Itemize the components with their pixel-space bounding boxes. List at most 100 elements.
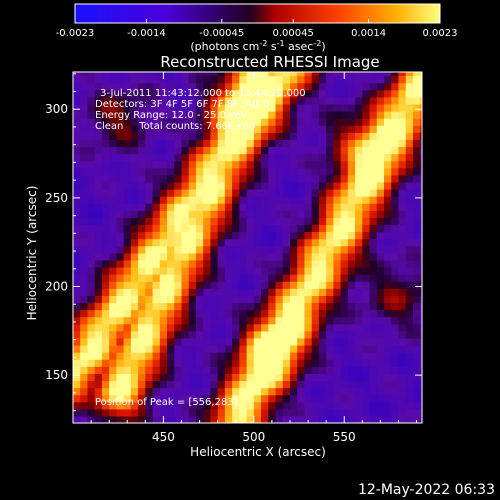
heatmap-cell <box>123 167 132 176</box>
heatmap-cell <box>188 96 197 105</box>
heatmap-cell <box>275 281 284 289</box>
heatmap-cell <box>152 345 161 353</box>
heatmap-cell <box>188 302 197 311</box>
heatmap-cell <box>412 323 421 332</box>
heatmap-cell <box>101 380 110 389</box>
heatmap-cell <box>333 259 342 268</box>
heatmap-cell <box>232 103 240 112</box>
heatmap-cell <box>311 75 320 84</box>
heatmap-cell <box>152 238 161 247</box>
heatmap-cell <box>420 146 422 155</box>
heatmap-cell <box>80 82 89 91</box>
heatmap-cell <box>398 408 407 417</box>
heatmap-cell <box>145 267 154 275</box>
heatmap-cell <box>340 281 349 289</box>
heatmap-cell <box>73 259 81 268</box>
heatmap-cell <box>405 224 414 233</box>
heatmap-cell <box>384 352 392 360</box>
heatmap-cell <box>203 160 212 169</box>
heatmap-cell <box>318 118 327 126</box>
heatmap-cell <box>347 174 356 183</box>
heatmap-cell <box>210 75 219 84</box>
heatmap-cell <box>261 309 269 318</box>
heatmap-cell <box>217 203 226 211</box>
heatmap-cell <box>246 224 255 233</box>
heatmap-cell <box>340 288 349 296</box>
heatmap-cell <box>369 89 378 98</box>
heatmap-cell <box>188 146 197 155</box>
heatmap-cell <box>420 96 422 105</box>
heatmap-cell <box>340 316 349 325</box>
heatmap-cell <box>101 111 110 119</box>
heatmap-cell <box>109 196 117 204</box>
heatmap-cell <box>384 267 392 275</box>
heatmap-cell <box>369 72 378 77</box>
heatmap-cell <box>347 231 356 240</box>
heatmap-cell <box>311 217 320 226</box>
heatmap-cell <box>239 245 248 254</box>
heatmap-cell <box>289 302 298 311</box>
heatmap-cell <box>145 139 154 148</box>
heatmap-cell <box>181 323 190 332</box>
heatmap-cell <box>362 345 371 353</box>
heatmap-cell <box>73 224 81 233</box>
heatmap-cell <box>181 302 190 311</box>
heatmap-cell <box>174 366 183 374</box>
heatmap-cell <box>181 153 190 162</box>
heatmap-cell <box>87 231 96 240</box>
heatmap-cell <box>347 224 356 233</box>
heatmap-cell <box>326 281 334 289</box>
heatmap-cell <box>145 380 154 389</box>
heatmap-cell <box>398 181 407 190</box>
heatmap-cell <box>340 132 349 140</box>
heatmap-cell <box>253 267 262 275</box>
heatmap-cell <box>253 167 262 176</box>
heatmap-cell <box>130 125 139 133</box>
heatmap-cell <box>347 302 356 311</box>
heatmap-cell <box>246 359 255 367</box>
heatmap-cell <box>152 203 161 211</box>
heatmap-cell <box>138 203 146 211</box>
heatmap-cell <box>232 373 240 382</box>
heatmap-cell <box>210 118 219 126</box>
heatmap-cell <box>239 125 248 133</box>
heatmap-cell <box>376 366 385 374</box>
heatmap-cell <box>289 387 298 396</box>
heatmap-cell <box>420 387 422 396</box>
heatmap-cell <box>174 245 183 254</box>
heatmap-cell <box>376 189 385 197</box>
heatmap-cell <box>181 174 190 183</box>
heatmap-cell <box>347 89 356 98</box>
heatmap-cell <box>384 245 392 254</box>
heatmap-cell <box>412 72 421 77</box>
heatmap-cell <box>101 323 110 332</box>
heatmap-cell <box>246 181 255 190</box>
heatmap-cell <box>311 160 320 169</box>
heatmap-cell <box>355 323 363 332</box>
heatmap-cell <box>282 231 291 240</box>
heatmap-cell <box>203 203 212 211</box>
heatmap-cell <box>239 174 248 183</box>
heatmap-cell <box>138 274 146 282</box>
heatmap-cell <box>246 323 255 332</box>
heatmap-cell <box>159 323 168 332</box>
heatmap-cell <box>420 72 422 77</box>
heatmap-cell <box>94 174 103 183</box>
heatmap-cell <box>116 89 125 98</box>
heatmap-cell <box>174 146 183 155</box>
heatmap-cell <box>412 96 421 105</box>
heatmap-cell <box>246 408 255 417</box>
heatmap-cell <box>261 210 269 218</box>
heatmap-cell <box>384 252 392 261</box>
heatmap-cell <box>174 181 183 190</box>
heatmap-cell <box>362 82 371 91</box>
heatmap-cell <box>232 160 240 169</box>
heatmap-cell <box>217 380 226 389</box>
heatmap-cell <box>340 210 349 218</box>
heatmap-cell <box>224 302 233 311</box>
heatmap-cell <box>210 366 219 374</box>
heatmap-cell <box>159 217 168 226</box>
heatmap-cell <box>333 366 342 374</box>
heatmap-cell <box>304 359 313 367</box>
heatmap-cell <box>203 153 212 162</box>
